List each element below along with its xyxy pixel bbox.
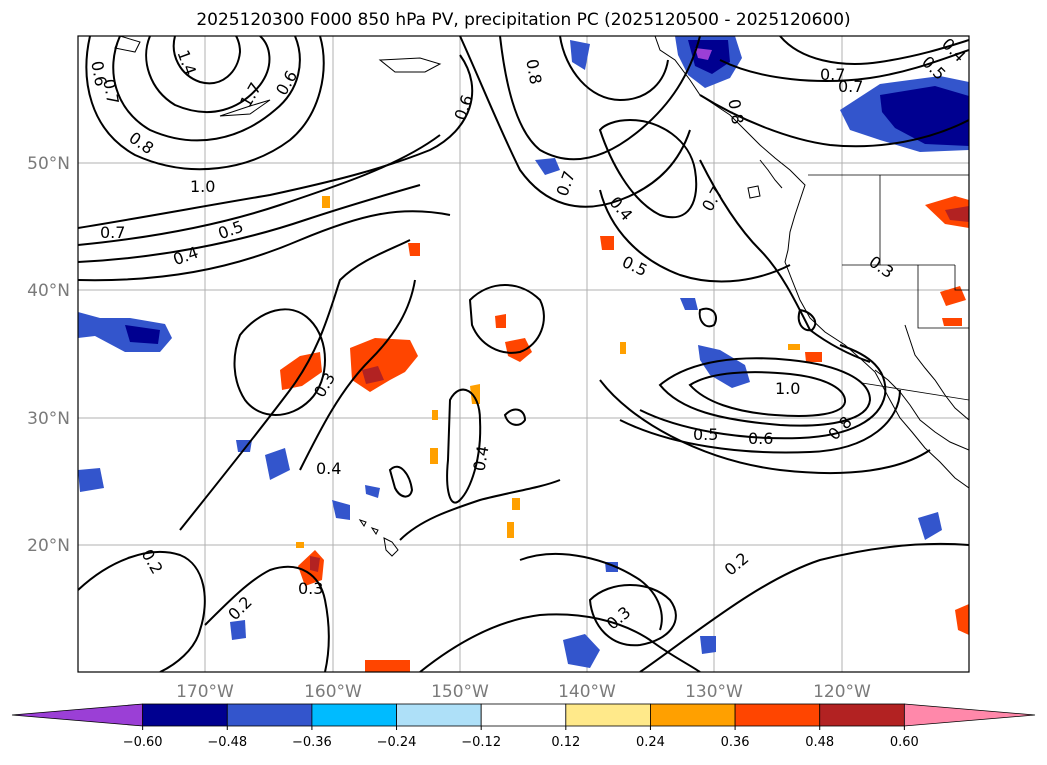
- colorbar-bin: [565, 703, 651, 727]
- lon-label-170w: 170°W: [176, 682, 234, 702]
- colorbar-tick-label: −0.24: [377, 735, 417, 750]
- colorbar-extend-low: [11, 703, 144, 727]
- contour-label: 0.8: [522, 58, 545, 86]
- colorbar-tick-label: −0.12: [461, 735, 501, 750]
- contour-label: 0.7: [838, 77, 863, 96]
- map-layers: 0.6 0.7 1.4 1.7 0.6 0.8 0.6 0.8 0.7 0.5 …: [78, 36, 969, 672]
- colorbar-tick-label: −0.60: [123, 735, 163, 750]
- contour-label: 0.6: [748, 429, 773, 448]
- contour-label: 1.0: [775, 379, 800, 398]
- lat-label-20n: 20°N: [27, 536, 70, 556]
- lat-label-30n: 30°N: [27, 409, 70, 429]
- contour-label: 0.7: [100, 223, 125, 242]
- colorbar-tick-label: 0.60: [890, 735, 919, 750]
- contour-label: 0.7: [99, 77, 122, 105]
- colorbar-bin: [396, 703, 482, 727]
- contour-label: 0.4: [469, 444, 492, 472]
- colorbar-bin: [650, 703, 736, 727]
- lon-label-120w: 120°W: [813, 682, 871, 702]
- colorbar-bin: [734, 703, 821, 727]
- colorbar-bin: [142, 703, 228, 727]
- colorbar-tick-label: 0.12: [551, 735, 580, 750]
- longitude-labels: 170°W 160°W 150°W 140°W 130°W 120°W: [176, 682, 871, 702]
- contour-label: 0.4: [316, 459, 341, 478]
- colorbar-bin: [226, 703, 313, 727]
- lon-label-140w: 140°W: [558, 682, 616, 702]
- lon-label-150w: 150°W: [431, 682, 489, 702]
- contour-label: 1.0: [190, 177, 215, 196]
- colorbar-tick-label: 0.24: [636, 735, 665, 750]
- borders: [808, 174, 969, 401]
- colorbar-tick-label: −0.36: [292, 735, 332, 750]
- coastlines: [114, 36, 969, 557]
- colorbar-tick-label: 0.36: [721, 735, 750, 750]
- graticule: [78, 36, 969, 672]
- precip-positive-patches: [280, 196, 969, 672]
- contour-label: 0.6: [87, 59, 110, 87]
- lat-label-50n: 50°N: [27, 154, 70, 174]
- contour-label: 0.7: [820, 65, 845, 84]
- map-frame: [77, 35, 970, 673]
- map-title: 2025120300 F000 850 hPa PV, precipitatio…: [196, 10, 851, 30]
- lon-label-130w: 130°W: [685, 682, 743, 702]
- lat-label-40n: 40°N: [27, 281, 70, 301]
- colorbar-bin: [819, 703, 905, 727]
- colorbar-tick-label: 0.48: [805, 735, 834, 750]
- contour-label: 0.5: [693, 425, 718, 444]
- colorbar-extend-high: [903, 703, 1036, 727]
- latitude-labels: 50°N 40°N 30°N 20°N: [27, 154, 70, 556]
- colorbar-bin: [311, 703, 397, 727]
- pv-contours: [78, 36, 969, 672]
- contour-label: 0.8: [724, 98, 747, 126]
- colorbar-bin: [480, 703, 567, 727]
- colorbar-tick-label: −0.48: [207, 735, 247, 750]
- lon-label-160w: 160°W: [304, 682, 362, 702]
- colorbar: −0.60 −0.48 −0.36 −0.24 −0.12 0.12 0.24 0.36 0.4…: [11, 703, 1036, 750]
- contour-label: 0.3: [298, 579, 323, 598]
